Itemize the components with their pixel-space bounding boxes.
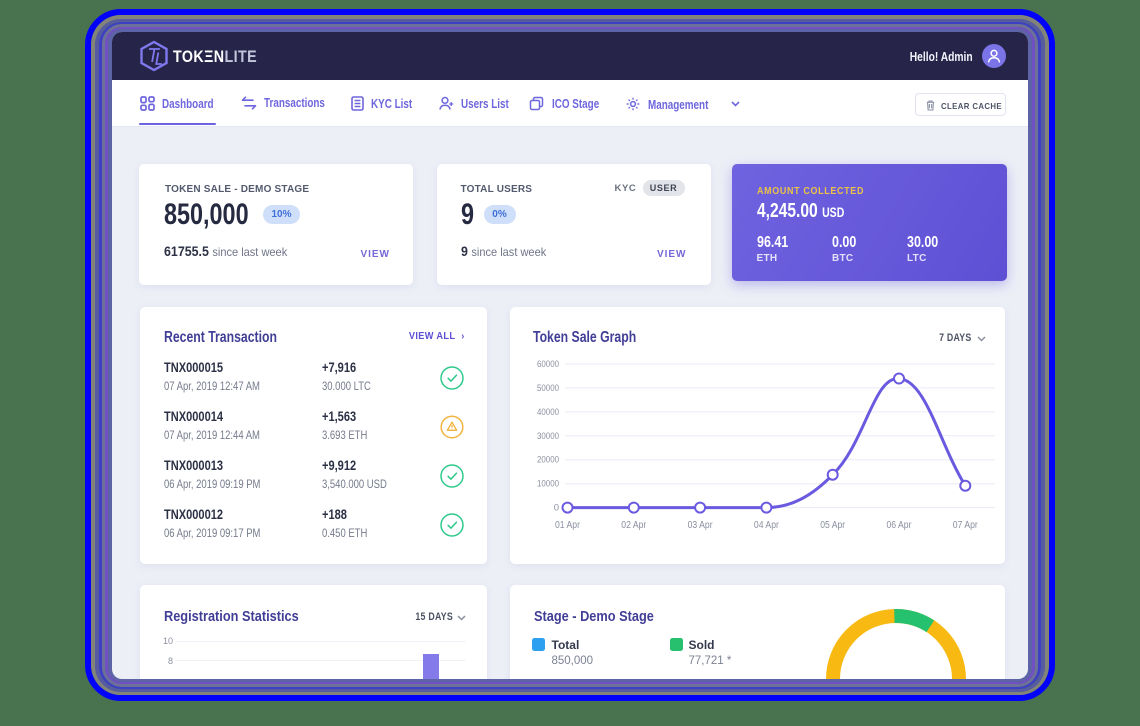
svg-text:0: 0	[554, 503, 559, 514]
svg-text:50000: 50000	[537, 383, 559, 394]
svg-text:06 Apr: 06 Apr	[887, 520, 913, 531]
svg-text:60000: 60000	[537, 359, 559, 370]
svg-text:07 Apr: 07 Apr	[953, 520, 979, 531]
svg-text:20000: 20000	[537, 455, 559, 466]
svg-text:05 Apr: 05 Apr	[820, 520, 846, 531]
svg-text:01 Apr: 01 Apr	[555, 520, 581, 531]
svg-text:03 Apr: 03 Apr	[688, 520, 714, 531]
svg-text:10000: 10000	[537, 479, 559, 490]
svg-text:04 Apr: 04 Apr	[754, 520, 780, 531]
svg-text:02 Apr: 02 Apr	[621, 520, 647, 531]
svg-text:40000: 40000	[537, 407, 559, 418]
svg-text:30000: 30000	[537, 431, 559, 442]
